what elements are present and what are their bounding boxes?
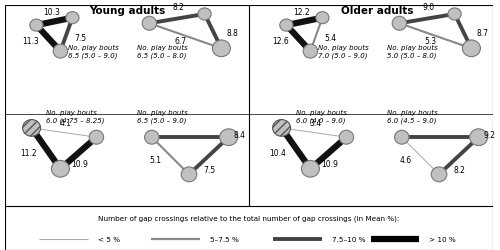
Text: 11.2: 11.2 [20,148,36,157]
Ellipse shape [30,20,43,32]
Text: 7.5: 7.5 [204,166,216,174]
Ellipse shape [316,12,329,24]
Text: 11.3: 11.3 [22,37,39,46]
Text: > 10 %: > 10 % [429,236,456,242]
Text: 9.0: 9.0 [422,3,434,12]
Text: No. play bouts
7.0 (5.0 – 9.0): No. play bouts 7.0 (5.0 – 9.0) [318,45,368,59]
Text: 8.2: 8.2 [454,166,466,174]
Text: 8.7: 8.7 [476,29,488,38]
Text: 4.1: 4.1 [59,118,71,128]
Ellipse shape [392,17,406,31]
Text: 9.2: 9.2 [484,130,496,139]
Ellipse shape [66,12,79,24]
Text: 8.4: 8.4 [234,130,245,139]
Ellipse shape [52,161,70,178]
Text: 8.8: 8.8 [226,29,238,38]
Text: Young adults: Young adults [90,6,166,16]
Text: No. play bouts
6.0 (4.75 – 8.25): No. play bouts 6.0 (4.75 – 8.25) [46,110,104,123]
Text: 10.4: 10.4 [270,148,286,157]
Text: 8.2: 8.2 [172,3,184,12]
Ellipse shape [142,17,156,31]
Text: 3.4: 3.4 [309,118,322,128]
Text: No. play bouts
5.0 (5.0 – 8.0): No. play bouts 5.0 (5.0 – 8.0) [388,45,438,59]
Text: No. play bouts
6.5 (5.0 – 8.0): No. play bouts 6.5 (5.0 – 8.0) [138,45,188,59]
Text: 7.5: 7.5 [75,34,87,42]
Ellipse shape [302,161,320,178]
Ellipse shape [462,41,480,58]
Text: 5.3: 5.3 [424,37,436,46]
Ellipse shape [394,131,409,144]
Text: No. play bouts
6.5 (5.0 – 9.0): No. play bouts 6.5 (5.0 – 9.0) [68,45,118,59]
Text: 12.2: 12.2 [294,8,310,17]
Text: < 5 %: < 5 % [98,236,120,242]
Text: 5.4: 5.4 [325,34,337,42]
Text: No. play bouts
6.0 (4.0 – 9.0): No. play bouts 6.0 (4.0 – 9.0) [296,110,347,123]
Text: 12.6: 12.6 [272,37,289,46]
Ellipse shape [220,129,238,146]
Text: 4.6: 4.6 [400,155,411,164]
Text: 5–7.5 %: 5–7.5 % [210,236,238,242]
Ellipse shape [89,131,104,144]
Ellipse shape [470,129,488,146]
Ellipse shape [181,167,197,182]
Text: Number of gap crossings relative to the total number of gap crossings (in Mean %: Number of gap crossings relative to the … [98,215,400,222]
Text: 10.9: 10.9 [71,160,88,169]
Text: 10.3: 10.3 [44,8,60,17]
Text: 10.9: 10.9 [321,160,338,169]
Text: 6.7: 6.7 [174,37,186,46]
Ellipse shape [212,41,230,58]
Ellipse shape [144,131,159,144]
Text: Older adults: Older adults [341,6,414,16]
Text: 7.5–10 %: 7.5–10 % [332,236,365,242]
Ellipse shape [198,9,211,21]
Text: No. play bouts
6.5 (5.0 – 9.0): No. play bouts 6.5 (5.0 – 9.0) [138,110,188,123]
Text: No. play bouts
6.0 (4.5 – 9.0): No. play bouts 6.0 (4.5 – 9.0) [388,110,438,123]
Ellipse shape [431,167,447,182]
Ellipse shape [22,120,40,137]
Text: 5.1: 5.1 [150,155,162,164]
Ellipse shape [303,45,318,59]
Ellipse shape [448,9,461,21]
Ellipse shape [53,45,68,59]
Ellipse shape [280,20,293,32]
Ellipse shape [272,120,290,137]
Ellipse shape [339,131,353,144]
